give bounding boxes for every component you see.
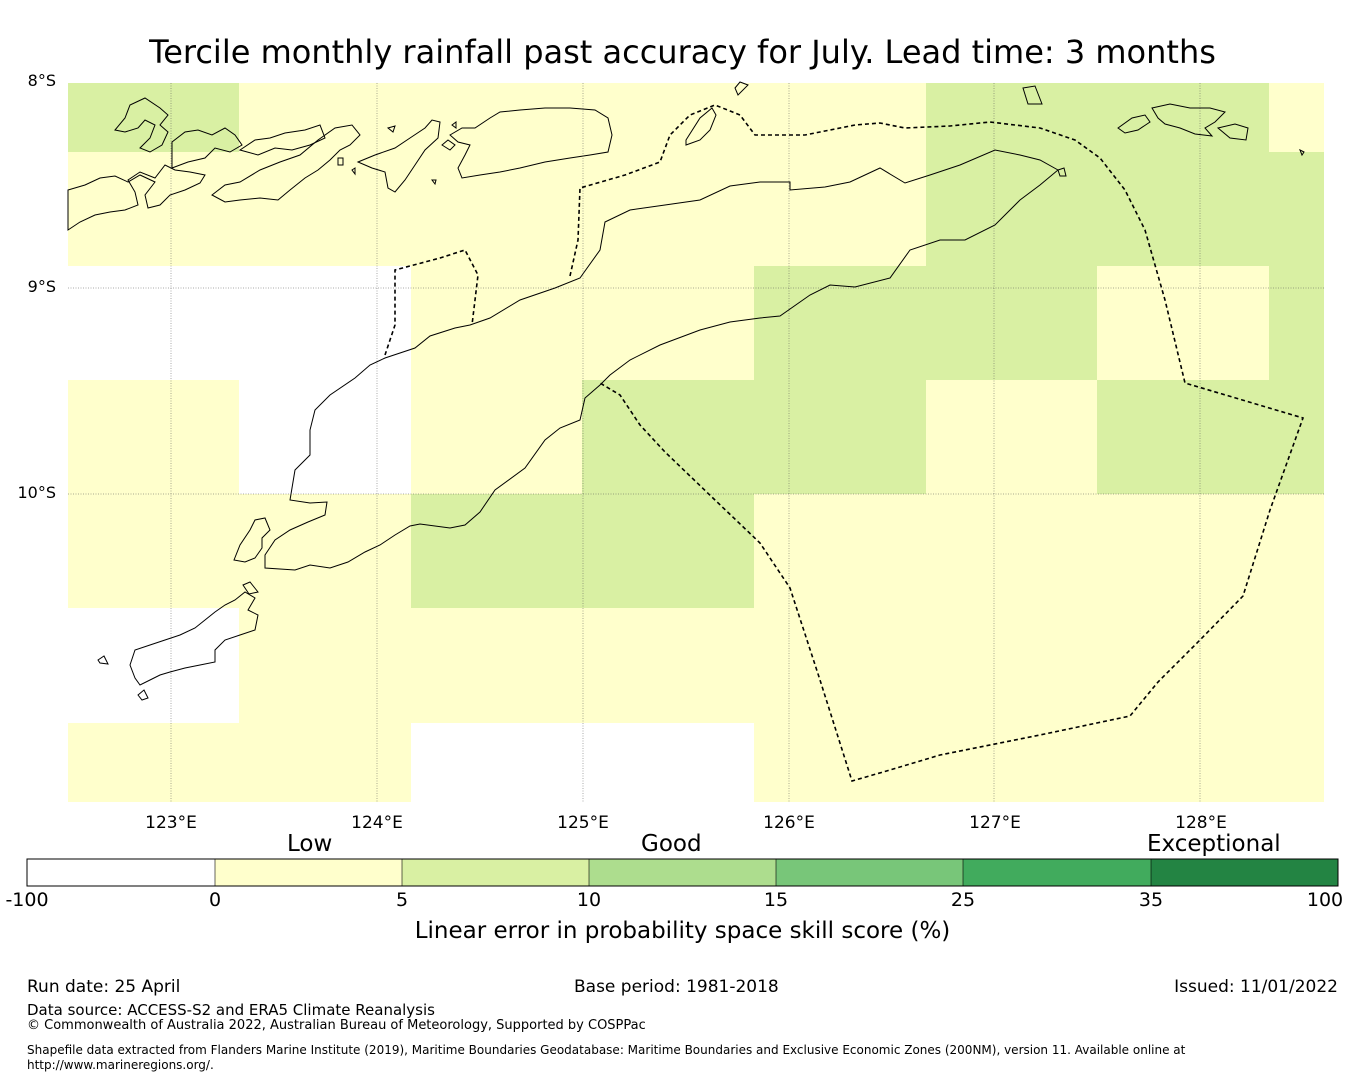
jaco-island-coastline xyxy=(1057,167,1067,177)
grid-cell xyxy=(1269,83,1324,152)
graticule xyxy=(68,83,1324,802)
islet xyxy=(351,167,356,176)
grid-cell xyxy=(926,152,1324,266)
lat-label-8s: 8°S xyxy=(27,71,56,90)
rote-coastline xyxy=(129,591,259,686)
lon-label-123e: 123°E xyxy=(145,813,197,833)
grid-cell xyxy=(411,723,754,802)
grid-cell xyxy=(926,83,1269,152)
grid-cell xyxy=(68,266,411,380)
run-date: Run date: 25 April xyxy=(27,977,181,997)
grid-cell xyxy=(68,723,411,802)
colorbar-tick: 0 xyxy=(208,889,222,911)
grid-cell xyxy=(68,152,926,266)
category-label-exceptional: Exceptional xyxy=(1147,831,1281,857)
colorbar-segment xyxy=(776,859,963,886)
eez-boundary xyxy=(384,104,1305,782)
timor-leste-eez-north xyxy=(569,104,1305,782)
semau-coastline xyxy=(233,517,271,563)
lon-label-126e: 126°E xyxy=(763,813,815,833)
grid-cell xyxy=(411,494,754,608)
timor-coastline xyxy=(264,149,1059,571)
grid-cell xyxy=(239,608,1324,723)
grid-cell xyxy=(411,266,754,380)
grid-cell xyxy=(411,380,582,494)
moa-coastline xyxy=(1151,103,1226,137)
grid-cell xyxy=(68,608,239,723)
data-source: Data source: ACCESS-S2 and ERA5 Climate … xyxy=(27,1001,435,1019)
chart-title: Tercile monthly rainfall past accuracy f… xyxy=(149,33,1216,71)
colorbar-segment xyxy=(27,859,215,886)
grid-cell xyxy=(1097,266,1269,380)
islet xyxy=(386,125,396,133)
grid-cell xyxy=(239,83,926,152)
flores-coastline xyxy=(67,164,206,231)
islet xyxy=(242,581,259,595)
grid-cell xyxy=(68,380,239,494)
issued-date: Issued: 11/01/2022 xyxy=(1174,977,1338,997)
shapefile-credit-line2: http://www.marineregions.org/. xyxy=(27,1058,214,1072)
timor-leste-eez-west xyxy=(384,249,479,356)
grid-cell xyxy=(754,266,1097,380)
islet xyxy=(431,179,437,186)
lakor-coastline xyxy=(1216,123,1249,141)
islet xyxy=(451,121,457,129)
category-label-good: Good xyxy=(641,831,702,857)
ndao-coastline xyxy=(137,689,149,701)
colorbar-tick: 10 xyxy=(576,889,602,911)
lat-label-10s: 10°S xyxy=(17,483,56,502)
lon-label-128e: 128°E xyxy=(1175,813,1227,833)
coastlines xyxy=(67,81,1305,701)
grid-cell xyxy=(926,380,1097,494)
colorbar xyxy=(26,858,1339,887)
colorbar-tick: 5 xyxy=(395,889,409,911)
colorbar-tick: 35 xyxy=(1138,889,1164,911)
grid-cell xyxy=(582,380,926,494)
leti-coastline xyxy=(1117,114,1151,134)
islet xyxy=(97,655,109,665)
category-label-low: Low xyxy=(287,831,333,857)
copyright: © Commonwealth of Australia 2022, Austra… xyxy=(27,1018,646,1033)
base-period: Base period: 1981-2018 xyxy=(574,977,779,997)
colorbar-frame xyxy=(26,858,1339,887)
shapefile-credit-line1: Shapefile data extracted from Flanders M… xyxy=(27,1043,1186,1057)
colorbar-label: Linear error in probability space skill … xyxy=(414,918,951,944)
kisar-coastline xyxy=(1022,85,1043,105)
wetar-coastline xyxy=(356,119,441,193)
pantar-coastline xyxy=(171,127,243,169)
atauro-island-coastline xyxy=(685,107,717,146)
colorbar-segment xyxy=(402,859,589,886)
islet xyxy=(734,81,749,96)
grid-cell xyxy=(754,494,1324,608)
colorbar-tick: 25 xyxy=(950,889,976,911)
colorbar-tick: 100 xyxy=(1306,889,1344,911)
lon-label-127e: 127°E xyxy=(969,813,1021,833)
alor-coastline xyxy=(211,124,361,203)
colorbar-segment xyxy=(963,859,1151,886)
colorbar-tick: 15 xyxy=(763,889,789,911)
lon-label-124e: 124°E xyxy=(351,813,403,833)
alor-east-coastline xyxy=(449,107,613,179)
grid-cell xyxy=(68,83,239,152)
skill-grid xyxy=(68,83,1324,802)
grid-cell xyxy=(239,380,411,494)
wetar-west-coastline xyxy=(238,124,326,156)
colorbar-segment xyxy=(589,859,776,886)
islet xyxy=(337,157,344,166)
lon-label-125e: 125°E xyxy=(557,813,609,833)
lat-label-9s: 9°S xyxy=(27,277,56,296)
colorbar-tick: -100 xyxy=(5,889,49,911)
islet xyxy=(441,139,456,151)
colorbar-segment xyxy=(215,859,402,886)
grid-cell xyxy=(1269,266,1324,380)
colorbar-segment xyxy=(1151,859,1338,886)
islet xyxy=(1299,148,1305,157)
grid-cell xyxy=(754,723,1324,802)
grid-cell xyxy=(1097,380,1324,494)
lembata-coastline xyxy=(114,97,169,153)
grid-cell xyxy=(68,494,411,608)
